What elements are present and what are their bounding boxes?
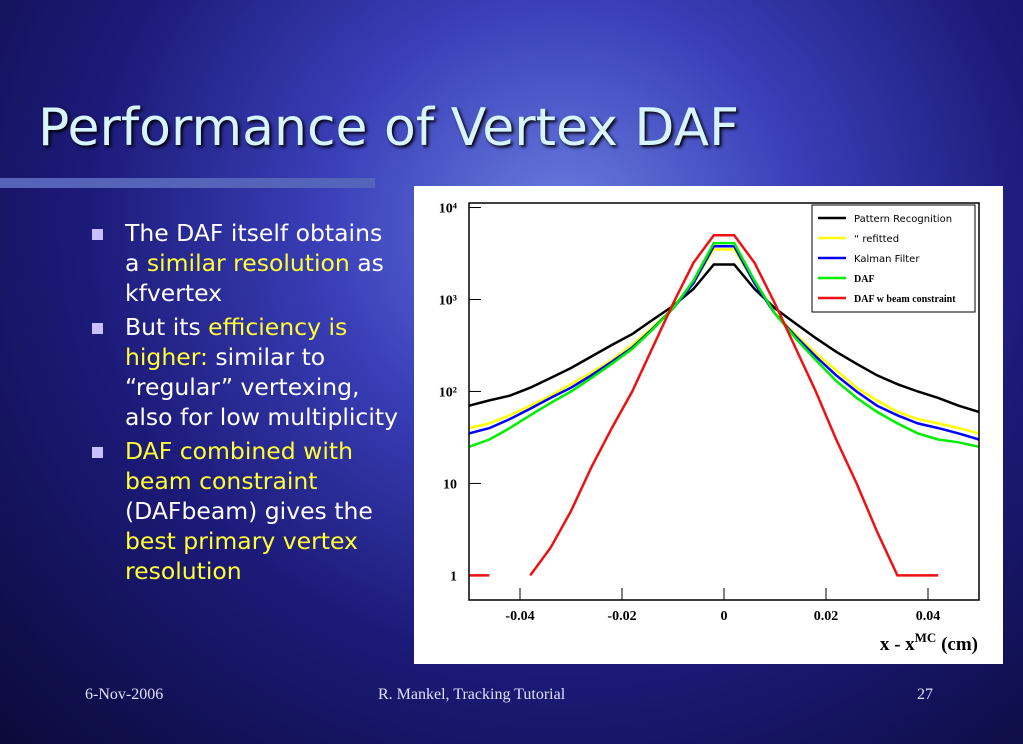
footer-page: 27 xyxy=(917,686,933,703)
x-axis-label: x - xMC (cm) xyxy=(880,630,978,655)
y-tick-label: 10⁴ xyxy=(439,202,458,217)
legend-label: Pattern Recognition xyxy=(854,214,952,225)
y-tick-label: 10² xyxy=(439,385,457,400)
x-tick-label: -0.02 xyxy=(607,609,636,624)
x-tick-label: 0.02 xyxy=(814,609,839,624)
x-axis-label-part: (cm) xyxy=(936,634,978,655)
x-axis-label-part: x - x xyxy=(880,634,915,655)
bullet-text: DAF combined with beam constraint xyxy=(125,437,353,495)
bullet-text: best primary vertex resolution xyxy=(125,527,358,585)
x-axis-label-part: MC xyxy=(915,630,937,645)
bullet-text: (DAFbeam) gives the xyxy=(125,497,373,525)
x-tick-label: 0 xyxy=(721,609,728,624)
legend-label: DAF xyxy=(854,274,875,285)
bullet-text: similar to “regular” vertexing, also for… xyxy=(125,343,399,431)
bullet-text: But its xyxy=(125,313,209,341)
bullet-text: The DAF itself obtains a xyxy=(125,219,383,277)
series-line xyxy=(468,263,980,414)
y-tick-label: 10 xyxy=(443,477,457,492)
bullet: DAF combined with beam constraint (DAFbe… xyxy=(88,436,398,586)
footer-date: 6-Nov-2006 xyxy=(85,686,164,703)
bullet-text: similar resolution xyxy=(146,249,350,277)
legend-label: “ refitted xyxy=(854,234,899,245)
bullet-text: as kfvertex xyxy=(125,249,384,307)
x-tick-label: 0.04 xyxy=(916,609,941,624)
bullet-list: The DAF itself obtains a similar resolut… xyxy=(88,218,398,590)
y-tick-label: 10³ xyxy=(439,293,457,308)
title-rule xyxy=(0,178,375,188)
series-line xyxy=(468,248,980,435)
legend-label: DAF w beam constraint xyxy=(854,294,956,305)
slide-title: Performance of Vertex DAF xyxy=(38,98,739,158)
legend-label: Kalman Filter xyxy=(854,254,920,265)
bullet: But its efficiency is higher: similar to… xyxy=(88,312,398,432)
plot-frame xyxy=(468,202,980,601)
y-tick-label: 1 xyxy=(450,569,457,584)
series-line xyxy=(468,241,980,449)
bullet-text: efficiency is higher: xyxy=(125,313,348,371)
footer-author: R. Mankel, Tracking Tutorial xyxy=(378,686,566,703)
bullet: The DAF itself obtains a similar resolut… xyxy=(88,218,398,308)
x-tick-label: -0.04 xyxy=(505,609,534,624)
series-line xyxy=(468,244,980,441)
